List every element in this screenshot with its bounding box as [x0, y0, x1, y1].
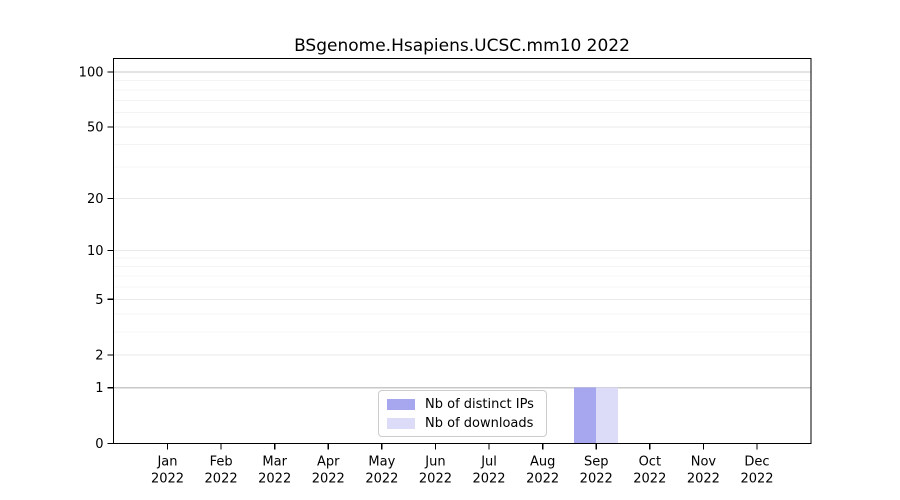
- x-tick-label-month: Mar: [262, 455, 287, 470]
- chart-title: BSgenome.Hsapiens.UCSC.mm10 2022: [294, 36, 630, 56]
- y-tick-label: 100: [79, 66, 104, 81]
- y-tick-label: 5: [95, 293, 103, 308]
- x-tick-label-month: Apr: [317, 455, 340, 470]
- x-tick-label-month: Aug: [530, 455, 555, 470]
- x-tick-label-month: Sep: [584, 455, 609, 470]
- x-tick-label-month: May: [368, 455, 395, 470]
- y-tick-label: 20: [87, 192, 104, 207]
- y-tick-label: 1: [95, 381, 103, 396]
- x-tick-label-year: 2022: [580, 472, 613, 487]
- x-tick-label-year: 2022: [258, 472, 291, 487]
- x-tick-label-year: 2022: [205, 472, 238, 487]
- legend-label-downloads: Nb of downloads: [425, 416, 534, 431]
- x-tick-label-month: Jan: [156, 455, 177, 470]
- x-tick-label-month: Nov: [691, 455, 717, 470]
- legend-item: Nb of distinct IPs: [387, 396, 538, 413]
- y-tick-label: 0: [95, 437, 103, 452]
- bar-distinct-ips: [574, 387, 597, 444]
- legend: Nb of distinct IPs Nb of downloads: [378, 390, 547, 437]
- bar-downloads: [596, 387, 619, 444]
- x-tick-label-year: 2022: [687, 472, 720, 487]
- y-tick-label: 10: [87, 244, 104, 259]
- x-tick-label-year: 2022: [526, 472, 559, 487]
- legend-swatch-distinct-ips-icon: [387, 399, 415, 410]
- x-tick-label-month: Feb: [210, 455, 233, 470]
- plot-frame: [112, 57, 812, 445]
- legend-item: Nb of downloads: [387, 415, 538, 432]
- x-tick-label-year: 2022: [312, 472, 345, 487]
- legend-label-distinct-ips: Nb of distinct IPs: [425, 397, 534, 412]
- x-tick-label-month: Jul: [480, 455, 497, 470]
- x-tick-label-month: Oct: [639, 455, 661, 470]
- x-tick-label-year: 2022: [740, 472, 773, 487]
- x-tick-label-year: 2022: [419, 472, 452, 487]
- x-tick-label-year: 2022: [365, 472, 398, 487]
- x-tick-label-year: 2022: [633, 472, 666, 487]
- x-tick-label-year: 2022: [151, 472, 184, 487]
- x-tick-label-month: Dec: [744, 455, 769, 470]
- y-tick-label: 2: [95, 349, 103, 364]
- x-tick-label-month: Jun: [424, 455, 445, 470]
- legend-swatch-downloads-icon: [387, 418, 415, 429]
- y-tick-label: 50: [87, 121, 104, 136]
- x-tick-label-year: 2022: [472, 472, 505, 487]
